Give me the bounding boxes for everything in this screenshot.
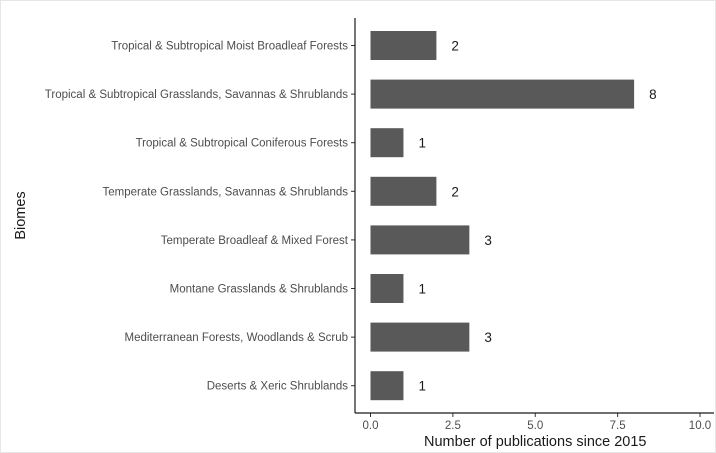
data-label: 8 [649,87,657,102]
category-label: Deserts & Xeric Shrublands [207,381,349,393]
x-tick-label: 0.0 [363,420,379,432]
bar [370,322,470,352]
bar [370,274,404,303]
bar [370,371,404,401]
category-label: Temperate Broadleaf & Mixed Forest [161,235,349,247]
category-label: Tropical & Subtropical Coniferous Forest… [136,138,349,150]
data-label: 3 [484,233,492,248]
x-tick-label: 7.5 [610,420,626,432]
category-label: Tropical & Subtropical Moist Broadleaf F… [111,41,348,53]
x-ticks-group: 0.0 2.5 5.0 7.5 10.0 [363,413,711,432]
x-axis-title: Number of publications since 2015 [424,434,646,450]
bar [370,79,635,109]
data-label: 1 [418,282,426,297]
category-labels-group: Tropical & Subtropical Moist Broadleaf F… [45,41,355,393]
bar [370,31,437,60]
x-tick-label: 2.5 [445,420,461,432]
x-tick-label: 10.0 [689,420,711,432]
bar [370,176,437,206]
bar [370,128,404,158]
data-labels-group: 2 8 1 2 3 1 3 1 [418,39,656,394]
bar [370,225,470,255]
bars-group [370,31,635,401]
category-label: Mediterranean Forests, Woodlands & Scrub [124,332,348,344]
category-label: Temperate Grasslands, Savannas & Shrubla… [103,186,349,198]
category-label: Tropical & Subtropical Grasslands, Savan… [45,89,348,101]
data-label: 1 [418,379,426,394]
data-label: 3 [484,330,492,345]
category-label: Montane Grasslands & Shrublands [170,284,349,296]
data-label: 1 [418,136,426,151]
x-tick-label: 5.0 [527,420,543,432]
data-label: 2 [451,184,459,199]
data-label: 2 [451,39,459,54]
y-axis-title: Biomes [13,191,29,239]
